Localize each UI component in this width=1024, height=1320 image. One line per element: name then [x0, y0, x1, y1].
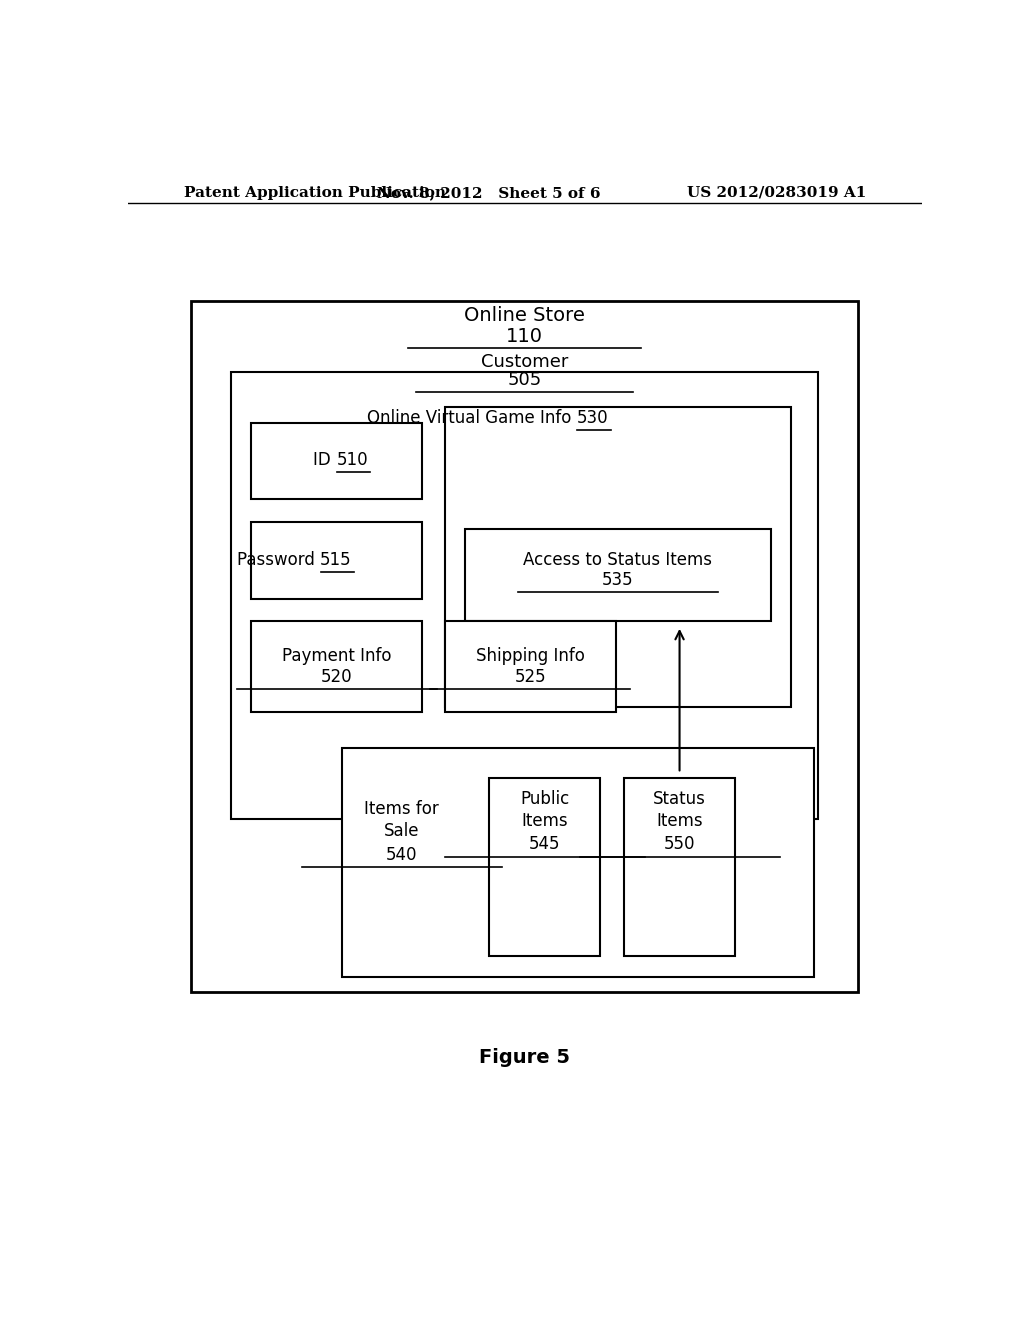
- Text: Nov. 8, 2012   Sheet 5 of 6: Nov. 8, 2012 Sheet 5 of 6: [377, 186, 601, 199]
- Bar: [251, 422, 422, 499]
- Bar: [251, 620, 422, 713]
- Text: Password: Password: [237, 550, 321, 569]
- Text: US 2012/0283019 A1: US 2012/0283019 A1: [687, 186, 866, 199]
- Text: 110: 110: [506, 327, 544, 346]
- Text: 550: 550: [664, 836, 695, 854]
- Bar: [445, 408, 791, 708]
- Text: 525: 525: [514, 668, 546, 686]
- Bar: [251, 523, 422, 598]
- Text: Items for: Items for: [365, 800, 439, 818]
- Bar: [624, 779, 735, 956]
- Text: 535: 535: [602, 572, 634, 589]
- Text: Customer: Customer: [481, 352, 568, 371]
- Text: Access to Status Items: Access to Status Items: [523, 550, 712, 569]
- Bar: [191, 301, 858, 991]
- Text: Public: Public: [520, 789, 569, 808]
- Text: 545: 545: [528, 836, 560, 854]
- Bar: [342, 748, 814, 977]
- Text: 510: 510: [336, 451, 368, 470]
- Text: Figure 5: Figure 5: [479, 1048, 570, 1068]
- Text: 530: 530: [577, 409, 608, 426]
- Text: 540: 540: [386, 846, 418, 863]
- Text: Items: Items: [521, 812, 568, 830]
- Text: Status: Status: [653, 789, 706, 808]
- Text: Shipping Info: Shipping Info: [476, 647, 585, 665]
- Text: 505: 505: [508, 371, 542, 389]
- Text: Online Virtual Game Info: Online Virtual Game Info: [367, 409, 577, 426]
- Bar: [489, 779, 600, 956]
- Bar: [445, 620, 616, 713]
- Bar: [465, 529, 771, 620]
- Text: Online Store: Online Store: [464, 306, 586, 326]
- Text: ID: ID: [313, 451, 336, 470]
- Text: Items: Items: [656, 812, 702, 830]
- Text: Sale: Sale: [384, 822, 420, 841]
- Bar: [231, 372, 818, 818]
- Text: Payment Info: Payment Info: [282, 647, 391, 665]
- Text: 515: 515: [321, 550, 351, 569]
- Text: Patent Application Publication: Patent Application Publication: [183, 186, 445, 199]
- Text: 520: 520: [321, 668, 352, 686]
